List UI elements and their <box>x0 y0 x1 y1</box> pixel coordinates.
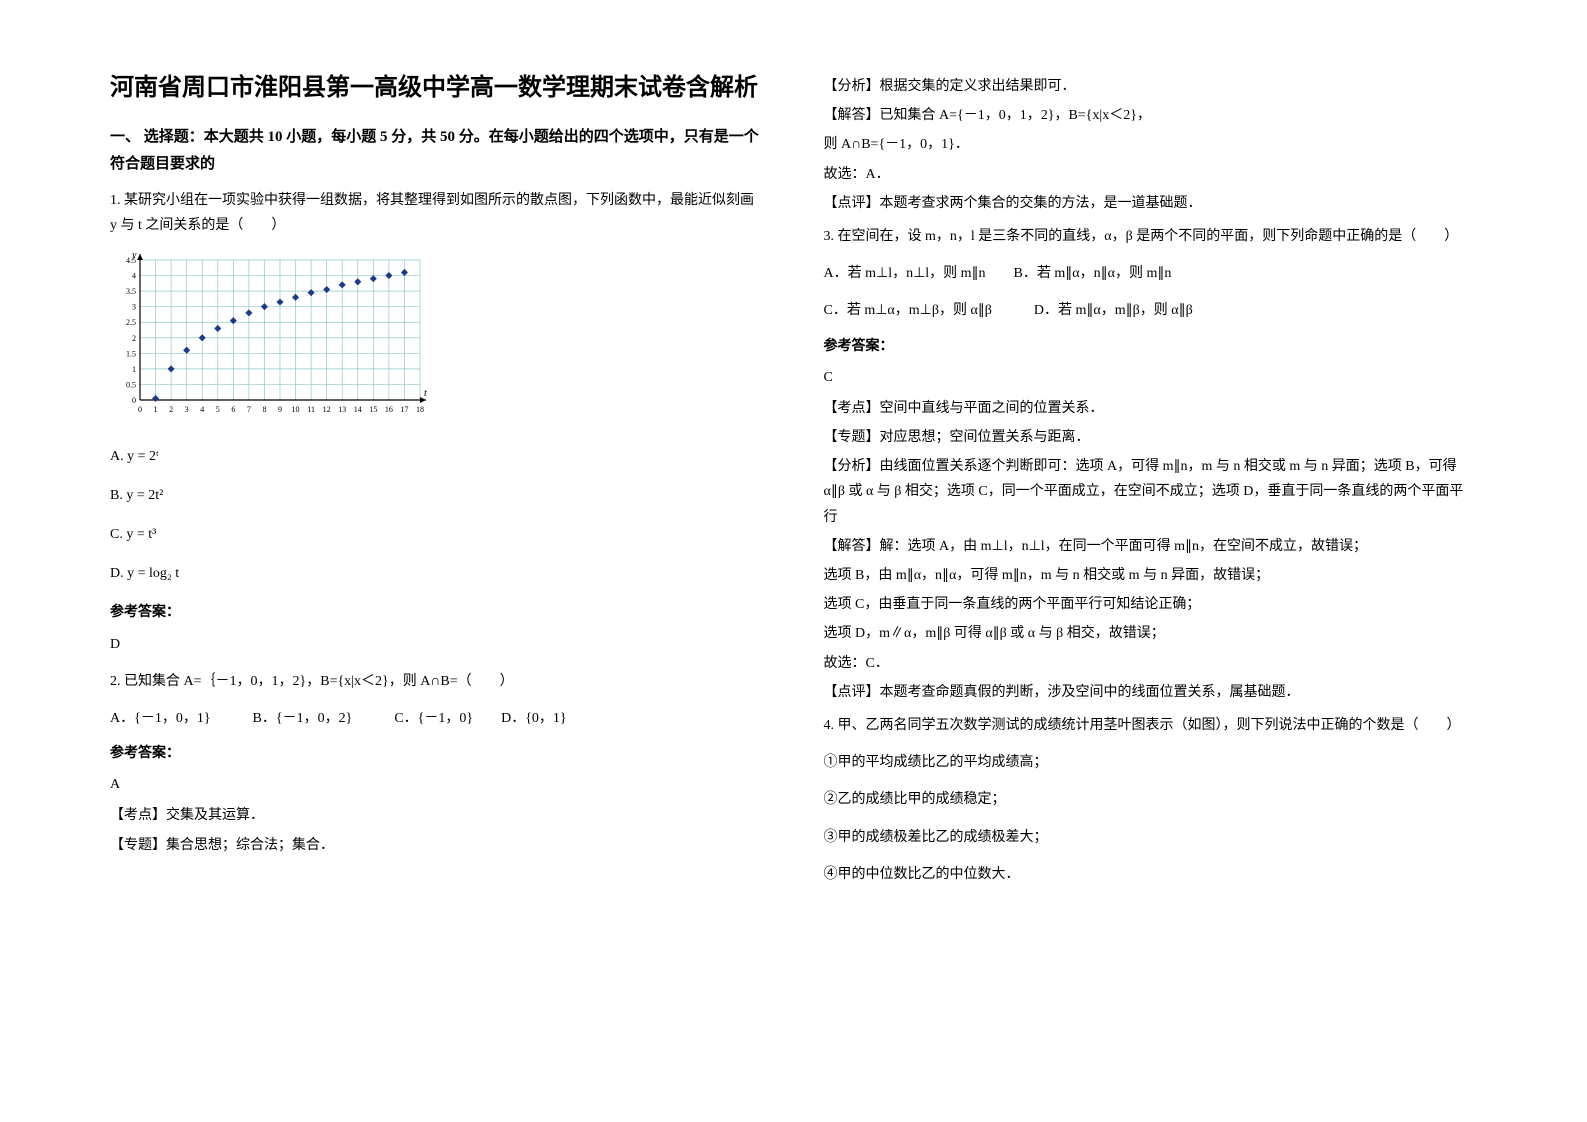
question-2: 2. 已知集合 A=｛－1，0，1，2}，B={x|x＜2}，则 A∩B=（ ） <box>110 669 764 694</box>
svg-text:13: 13 <box>338 405 346 414</box>
q3-jieda4: 选项 D，m∥α，m∥β 可得 α∥β 或 α 与 β 相交，故错误； <box>824 621 1478 646</box>
q2-answer: A <box>110 772 764 797</box>
q3-fenxi: 【分析】由线面位置关系逐个判断即可：选项 A，可得 m∥n，m 与 n 相交或 … <box>824 454 1478 530</box>
q3-answer-label: 参考答案： <box>824 334 1478 359</box>
svg-text:3: 3 <box>185 405 189 414</box>
svg-text:0.5: 0.5 <box>126 381 136 390</box>
q1-answer: D <box>110 632 764 657</box>
svg-text:y: y <box>131 250 137 261</box>
svg-text:0: 0 <box>138 405 142 414</box>
q4-s4: ④甲的中位数比乙的中位数大． <box>824 862 1478 887</box>
q4-s1: ①甲的平均成绩比乙的平均成绩高； <box>824 750 1478 775</box>
svg-text:8: 8 <box>262 405 266 414</box>
svg-text:14: 14 <box>354 405 362 414</box>
q2-kaodian: 【考点】交集及其运算． <box>110 803 764 828</box>
q2-jieda2: 则 A∩B={－1，0，1}． <box>824 132 1478 157</box>
q3-line-ab: A．若 m⊥l，n⊥l，则 m∥n B．若 m∥α，n∥α，则 m∥n <box>824 261 1478 286</box>
q2-jieda: 【解答】已知集合 A={－1，0，1，2}，B={x|x＜2}， <box>824 103 1478 128</box>
q2-jieda3: 故选：A． <box>824 162 1478 187</box>
svg-text:1: 1 <box>154 405 158 414</box>
svg-text:t: t <box>424 388 427 399</box>
q3-answer: C <box>824 365 1478 390</box>
svg-text:15: 15 <box>369 405 377 414</box>
q1-option-b: B. y = 2t² <box>110 483 764 508</box>
q1-option-d: D. y = log₂ t <box>110 561 764 586</box>
q3-dianping: 【点评】本题考查命题真假的判断，涉及空间中的线面位置关系，属基础题． <box>824 680 1478 705</box>
q3-jieda5: 故选：C． <box>824 651 1478 676</box>
svg-text:1: 1 <box>132 365 136 374</box>
question-1: 1. 某研究小组在一项实验中获得一组数据，将其整理得到如图所示的散点图，下列函数… <box>110 188 764 238</box>
svg-text:12: 12 <box>323 405 331 414</box>
svg-text:0: 0 <box>132 396 136 405</box>
q4-s2: ②乙的成绩比甲的成绩稳定； <box>824 787 1478 812</box>
q1-text: 1. 某研究小组在一项实验中获得一组数据，将其整理得到如图所示的散点图，下列函数… <box>110 188 764 238</box>
question-4: 4. 甲、乙两名同学五次数学测试的成绩统计用茎叶图表示（如图），则下列说法中正确… <box>824 713 1478 738</box>
svg-text:3: 3 <box>132 303 136 312</box>
svg-text:2: 2 <box>132 334 136 343</box>
svg-text:17: 17 <box>400 405 408 414</box>
q4-s3: ③甲的成绩极差比乙的成绩极差大； <box>824 825 1478 850</box>
q3-line-cd: C．若 m⊥α，m⊥β，则 α∥β D．若 m∥α，m∥β，则 α∥β <box>824 298 1478 323</box>
q2-answer-label: 参考答案： <box>110 741 764 766</box>
q1-option-a: A. y = 2ᵗ <box>110 444 764 469</box>
svg-text:1.5: 1.5 <box>126 350 136 359</box>
q4-text: 4. 甲、乙两名同学五次数学测试的成绩统计用茎叶图表示（如图），则下列说法中正确… <box>824 713 1478 738</box>
svg-text:9: 9 <box>278 405 282 414</box>
svg-text:2: 2 <box>169 405 173 414</box>
svg-text:10: 10 <box>292 405 300 414</box>
q1-answer-label: 参考答案： <box>110 600 764 625</box>
q3-zhuanti: 【专题】对应思想；空间位置关系与距离． <box>824 425 1478 450</box>
svg-text:7: 7 <box>247 405 251 414</box>
section-heading: 一、 选择题：本大题共 10 小题，每小题 5 分，共 50 分。在每小题给出的… <box>110 124 764 178</box>
q2-text: 2. 已知集合 A=｛－1，0，1，2}，B={x|x＜2}，则 A∩B=（ ） <box>110 669 764 694</box>
q3-text: 3. 在空间在，设 m，n，l 是三条不同的直线，α，β 是两个不同的平面，则下… <box>824 224 1478 249</box>
question-3: 3. 在空间在，设 m，n，l 是三条不同的直线，α，β 是两个不同的平面，则下… <box>824 224 1478 249</box>
svg-text:5: 5 <box>216 405 220 414</box>
q3-jieda1: 【解答】解：选项 A，由 m⊥l，n⊥l，在同一个平面可得 m∥n，在空间不成立… <box>824 534 1478 559</box>
q2-zhuanti: 【专题】集合思想；综合法；集合． <box>110 833 764 858</box>
q3-jieda2: 选项 B，由 m∥α，n∥α，可得 m∥n，m 与 n 相交或 m 与 n 异面… <box>824 563 1478 588</box>
svg-text:4: 4 <box>200 405 204 414</box>
q2-dianping: 【点评】本题考查求两个集合的交集的方法，是一道基础题． <box>824 191 1478 216</box>
q2-fenxi: 【分析】根据交集的定义求出结果即可． <box>824 74 1478 99</box>
svg-text:3.5: 3.5 <box>126 287 136 296</box>
page-title: 河南省周口市淮阳县第一高级中学高一数学理期末试卷含解析 <box>110 70 764 106</box>
q3-jieda3: 选项 C，由垂直于同一条直线的两个平面平行可知结论正确； <box>824 592 1478 617</box>
svg-text:2.5: 2.5 <box>126 319 136 328</box>
scatter-chart: 00.511.522.533.544.501234567891011121314… <box>110 250 764 429</box>
svg-text:6: 6 <box>231 405 235 414</box>
q3-kaodian: 【考点】空间中直线与平面之间的位置关系． <box>824 396 1478 421</box>
q2-options: A．{－1，0，1} B．{－1，0，2} C．{－1，0} D．{0，1} <box>110 706 764 731</box>
svg-text:16: 16 <box>385 405 393 414</box>
q1-option-c: C. y = t³ <box>110 522 764 547</box>
svg-text:18: 18 <box>416 405 424 414</box>
svg-text:11: 11 <box>307 405 315 414</box>
svg-text:4: 4 <box>132 272 136 281</box>
